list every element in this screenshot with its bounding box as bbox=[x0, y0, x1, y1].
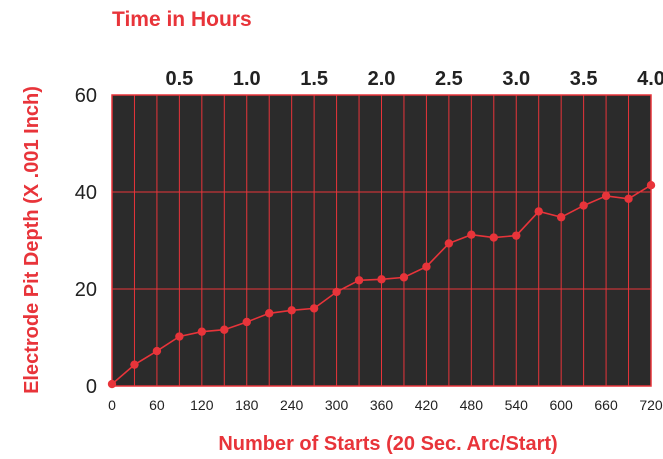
y-tick-label: 0 bbox=[86, 376, 97, 398]
x-axis-label: Number of Starts (20 Sec. Arc/Start) bbox=[218, 433, 557, 455]
data-point bbox=[152, 346, 162, 356]
y-tick-labels: 0 20 40 60 bbox=[75, 85, 97, 398]
data-point bbox=[422, 262, 431, 271]
data-point bbox=[601, 191, 611, 201]
top-axis-title: Time in Hours bbox=[112, 8, 252, 31]
data-point bbox=[489, 233, 498, 242]
data-point bbox=[197, 327, 207, 336]
data-point bbox=[399, 273, 409, 282]
x-tick-label: 240 bbox=[280, 397, 304, 413]
data-point bbox=[287, 306, 296, 315]
top-tick-label: 4.0 bbox=[637, 68, 663, 90]
x-tick-label: 420 bbox=[415, 397, 439, 413]
x-tick-label: 600 bbox=[549, 397, 573, 413]
data-point bbox=[556, 213, 566, 222]
x-tick-label: 0 bbox=[108, 397, 116, 413]
data-point bbox=[354, 276, 364, 285]
top-tick-label: 1.5 bbox=[300, 68, 328, 90]
y-tick-label: 60 bbox=[75, 85, 97, 107]
top-tick-label: 0.5 bbox=[165, 68, 193, 90]
top-tick-label: 3.5 bbox=[570, 68, 598, 90]
y-tick-label: 40 bbox=[75, 182, 97, 204]
data-point bbox=[220, 325, 229, 334]
x-tick-labels: 0 60 120 180 240 300 360 420 480 540 600 660 720 bbox=[108, 397, 663, 413]
data-point bbox=[646, 181, 656, 190]
data-point bbox=[265, 309, 274, 318]
data-point bbox=[624, 194, 633, 203]
x-tick-label: 360 bbox=[370, 397, 394, 413]
x-tick-label: 660 bbox=[594, 397, 618, 413]
top-tick-label: 1.0 bbox=[233, 68, 261, 90]
top-tick-label: 2.0 bbox=[368, 68, 396, 90]
data-point bbox=[107, 379, 117, 389]
y-axis-label: Electrode Pit Depth (X .001 Inch) bbox=[21, 86, 43, 394]
x-tick-label: 60 bbox=[149, 397, 165, 413]
x-tick-label: 540 bbox=[505, 397, 529, 413]
top-tick-label: 2.5 bbox=[435, 68, 463, 90]
data-point bbox=[332, 287, 341, 297]
x-tick-label: 120 bbox=[190, 397, 214, 413]
y-tick-label: 20 bbox=[75, 279, 97, 301]
data-point bbox=[130, 360, 139, 369]
x-tick-label: 180 bbox=[235, 397, 259, 413]
data-point bbox=[444, 239, 454, 248]
data-point bbox=[579, 201, 588, 210]
data-point bbox=[242, 317, 251, 327]
top-tick-label: 3.0 bbox=[502, 68, 530, 90]
top-tick-labels: 0.5 1.0 1.5 2.0 2.5 3.0 3.5 4.0 bbox=[165, 68, 663, 90]
data-point bbox=[512, 231, 521, 240]
x-tick-label: 480 bbox=[460, 397, 484, 413]
data-point bbox=[175, 332, 184, 341]
x-tick-label: 300 bbox=[325, 397, 349, 413]
data-point bbox=[309, 304, 319, 313]
data-points bbox=[107, 181, 656, 389]
plot-frame bbox=[111, 94, 652, 387]
x-tick-label: 720 bbox=[639, 397, 663, 413]
data-point bbox=[377, 275, 386, 284]
data-point bbox=[467, 230, 476, 239]
data-point bbox=[534, 207, 543, 216]
